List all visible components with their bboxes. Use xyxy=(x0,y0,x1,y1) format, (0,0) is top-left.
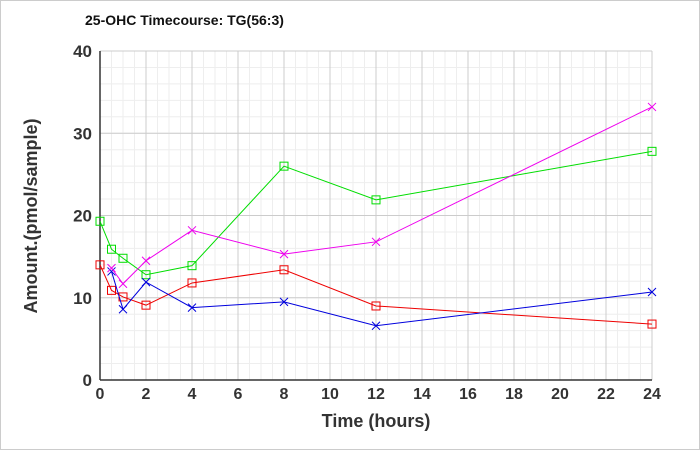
data-point-green xyxy=(95,216,105,226)
data-point-green xyxy=(279,161,289,171)
chart-title: 25-OHC Timecourse: TG(56:3) xyxy=(85,12,284,28)
x-tick-label: 4 xyxy=(188,386,197,403)
x-axis-label: Time (hours) xyxy=(322,411,431,431)
series-line-red xyxy=(99,264,653,325)
data-point-red xyxy=(279,265,289,275)
x-tick-label: 8 xyxy=(280,386,289,403)
data-point-magenta xyxy=(371,237,381,247)
y-axis-label: Amount.(pmol/sample) xyxy=(21,118,41,313)
data-point-magenta xyxy=(647,102,657,112)
data-point-green xyxy=(118,253,128,263)
y-tick-label: 0 xyxy=(83,371,92,390)
data-point-magenta xyxy=(279,249,289,259)
x-tick-label: 20 xyxy=(551,386,569,403)
x-tick-label: 0 xyxy=(96,386,105,403)
data-point-green xyxy=(647,146,657,156)
data-point-red xyxy=(107,285,116,295)
x-tick-label: 10 xyxy=(321,386,339,403)
x-tick-label: 24 xyxy=(643,386,661,403)
data-point-blue xyxy=(279,297,289,307)
data-point-green xyxy=(107,244,116,254)
data-point-magenta xyxy=(187,225,197,235)
data-point-green xyxy=(187,261,197,271)
series-line-blue xyxy=(111,271,653,327)
data-point-blue xyxy=(141,277,151,287)
data-point-magenta xyxy=(107,263,116,273)
x-tick-label: 12 xyxy=(367,386,385,403)
data-point-green xyxy=(141,270,151,280)
data-point-magenta xyxy=(141,256,151,266)
data-point-red xyxy=(187,278,197,288)
x-tick-label: 14 xyxy=(413,386,431,403)
data-point-green xyxy=(371,195,381,205)
x-tick-label: 22 xyxy=(597,386,615,403)
y-tick-label: 20 xyxy=(73,207,92,226)
data-point-blue xyxy=(371,321,381,331)
data-point-red xyxy=(647,319,657,329)
x-tick-label: 16 xyxy=(459,386,477,403)
data-point-blue xyxy=(118,304,128,314)
data-point-blue xyxy=(187,303,197,312)
x-tick-label: 2 xyxy=(142,386,151,403)
x-tick-label: 6 xyxy=(234,386,243,403)
data-point-blue xyxy=(107,267,116,276)
data-point-red xyxy=(371,301,381,311)
data-point-red xyxy=(95,260,105,270)
data-point-blue xyxy=(647,287,657,297)
y-tick-label: 10 xyxy=(73,289,92,308)
data-point-magenta xyxy=(118,279,128,289)
y-tick-label: 40 xyxy=(73,42,92,61)
x-tick-label: 18 xyxy=(505,386,523,403)
y-tick-label: 30 xyxy=(73,124,92,143)
series-line-green xyxy=(99,150,653,276)
data-point-red xyxy=(141,300,151,310)
